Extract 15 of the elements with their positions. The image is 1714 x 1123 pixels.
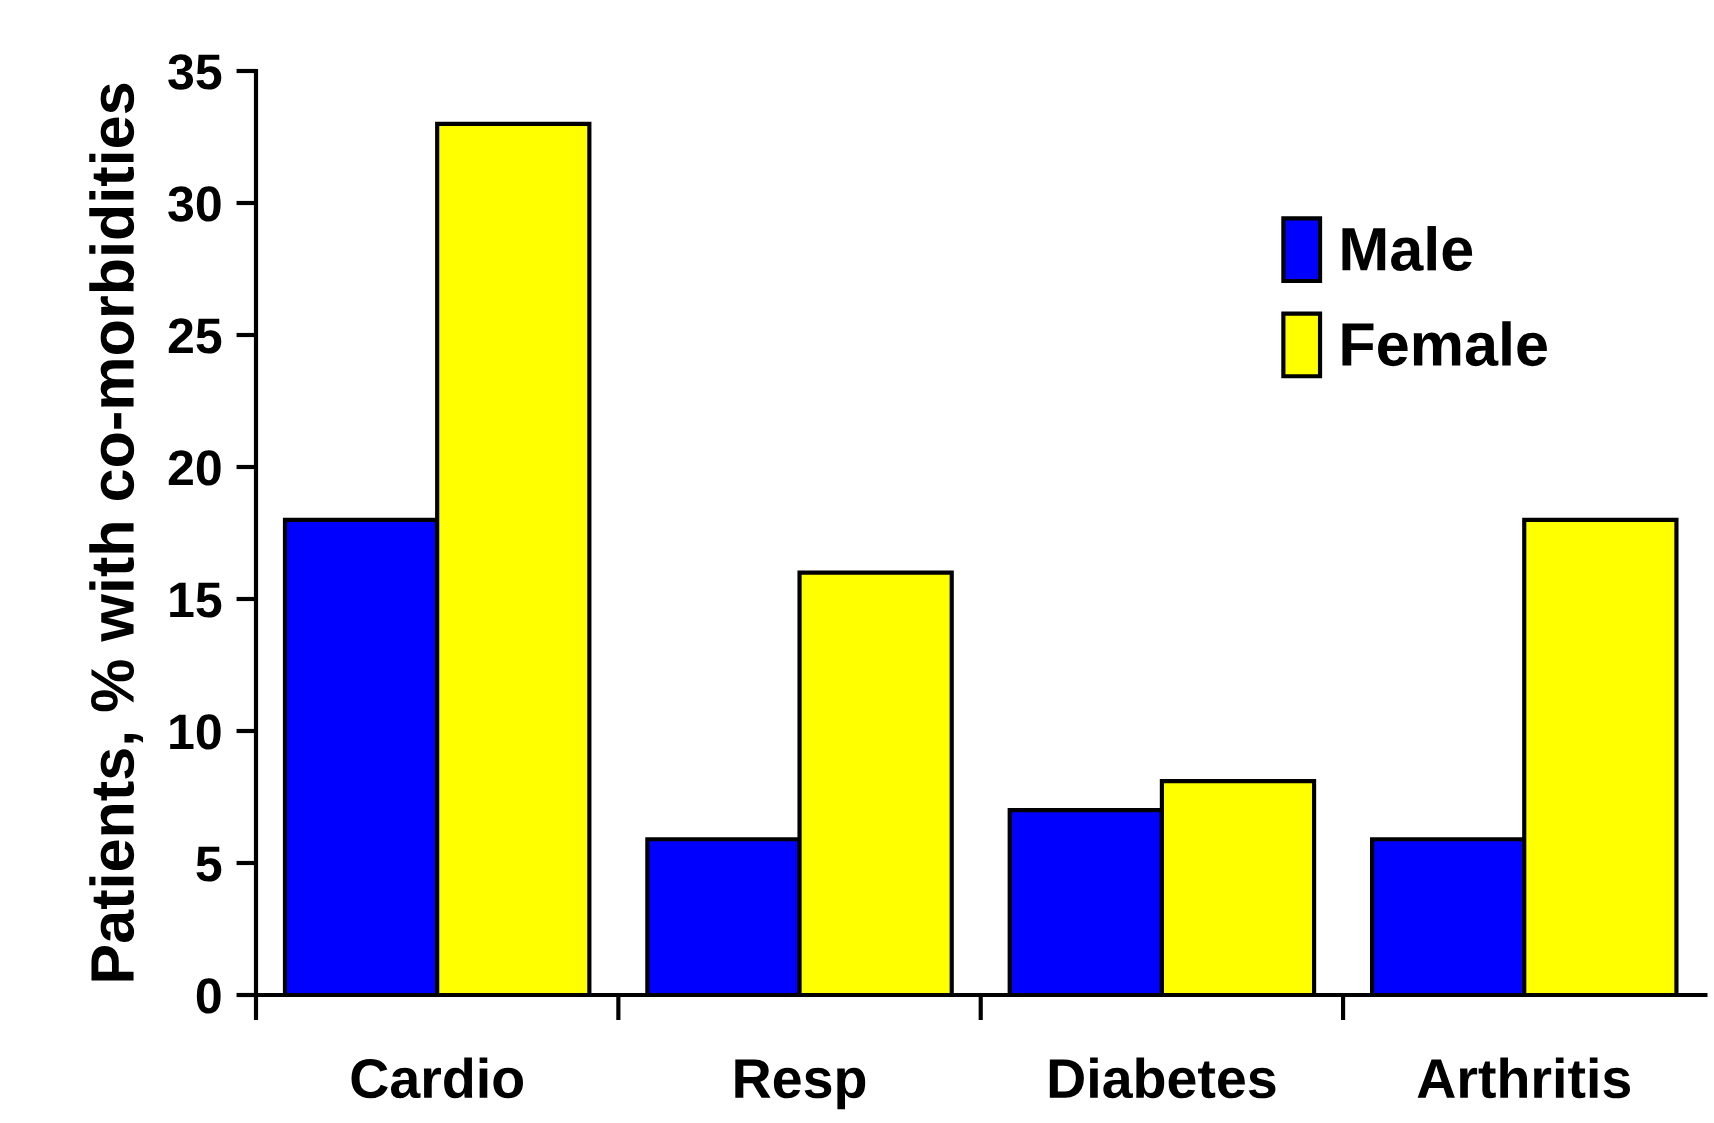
y-tick-label: 35	[168, 54, 222, 90]
y-tick-label: 10	[170, 714, 221, 750]
legend-label: Female	[1342, 321, 1547, 367]
y-tick-label: 20	[168, 450, 221, 486]
y-tick-label: 0	[196, 978, 221, 1014]
x-tick-label: Resp	[735, 1059, 866, 1110]
y-tick-label: 15	[170, 582, 222, 618]
x-tick-label: Cardio	[351, 1057, 523, 1099]
y-axis-title: Patients, % with co-morbidities	[89, 83, 144, 981]
y-tick-label: 5	[196, 846, 222, 882]
y-tick-label: 25	[168, 318, 222, 354]
y-tick-label: 30	[168, 186, 221, 222]
x-tick-label: Diabetes	[1049, 1057, 1276, 1099]
x-tick-label: Arthritis	[1417, 1057, 1631, 1099]
legend-label: Male	[1342, 226, 1473, 271]
